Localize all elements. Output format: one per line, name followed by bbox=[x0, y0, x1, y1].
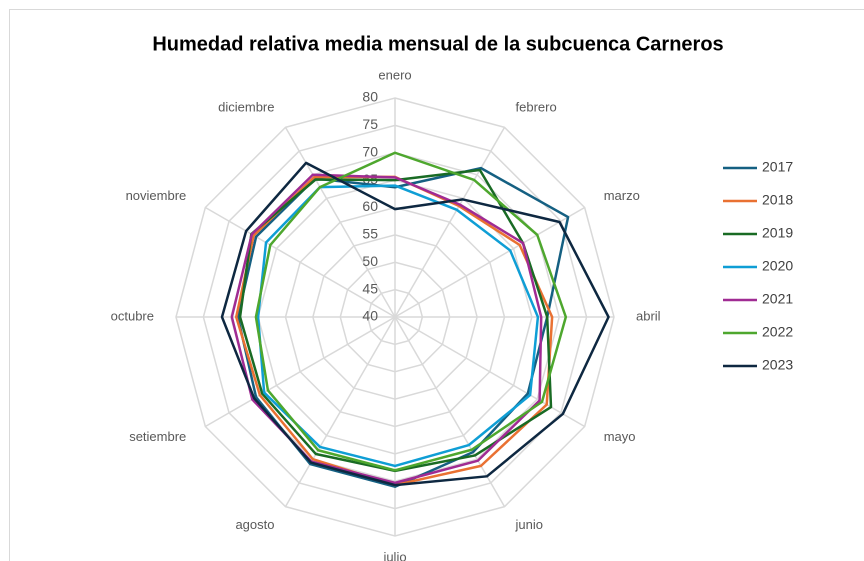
y-tick-label: 75 bbox=[362, 116, 378, 132]
spoke bbox=[284, 126, 396, 318]
category-label: febrero bbox=[516, 100, 557, 115]
y-tick-label: 60 bbox=[362, 198, 378, 214]
legend-label: 2020 bbox=[762, 258, 793, 274]
spoke bbox=[284, 316, 396, 508]
category-label: marzo bbox=[604, 188, 640, 203]
category-label: abril bbox=[636, 308, 661, 323]
y-tick-label: 55 bbox=[362, 226, 378, 242]
series-line bbox=[230, 173, 543, 485]
category-label: noviembre bbox=[126, 188, 187, 203]
legend-label: 2022 bbox=[762, 324, 793, 340]
category-label: enero bbox=[378, 67, 411, 82]
spoke bbox=[204, 316, 396, 428]
series-line bbox=[254, 151, 568, 472]
legend-label: 2018 bbox=[762, 192, 793, 208]
category-label: diciembre bbox=[218, 100, 274, 115]
y-tick-label: 80 bbox=[362, 89, 378, 105]
series-line bbox=[220, 161, 610, 487]
spoke bbox=[394, 206, 586, 318]
legend-label: 2017 bbox=[762, 159, 793, 175]
spoke bbox=[204, 206, 396, 318]
category-label: junio bbox=[515, 517, 543, 532]
series-line bbox=[236, 166, 570, 488]
spoke bbox=[394, 316, 586, 428]
legend-label: 2021 bbox=[762, 291, 793, 307]
category-label: setiembre bbox=[129, 429, 186, 444]
legend-label: 2023 bbox=[762, 357, 793, 373]
category-label: julio bbox=[382, 549, 406, 561]
legend-label: 2019 bbox=[762, 225, 793, 241]
chart-frame bbox=[9, 9, 864, 561]
category-label: octubre bbox=[111, 308, 154, 323]
y-tick-label: 50 bbox=[362, 253, 378, 269]
series-line bbox=[256, 184, 540, 468]
spoke bbox=[394, 316, 506, 508]
y-tick-label: 45 bbox=[362, 280, 378, 296]
category-label: agosto bbox=[235, 517, 274, 532]
y-tick-label: 40 bbox=[362, 308, 378, 324]
spoke bbox=[394, 126, 506, 318]
chart-title: Humedad relativa media mensual de la sub… bbox=[152, 33, 723, 55]
category-label: mayo bbox=[604, 429, 636, 444]
y-tick-label: 70 bbox=[362, 143, 378, 159]
